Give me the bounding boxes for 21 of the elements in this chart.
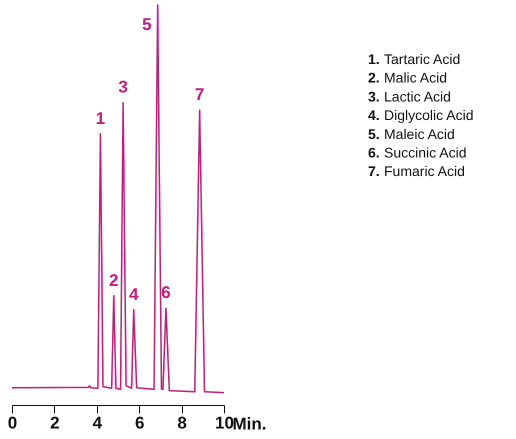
x-tick-label: 2 — [50, 414, 60, 432]
annotation: 4 — [128, 284, 139, 304]
x-tick-label: 8 — [177, 414, 187, 432]
x-tick-label: 10 — [215, 414, 234, 432]
annotation: 6 — [161, 283, 171, 302]
x-tick-label: 4 — [92, 414, 103, 432]
text: 4. Diglycolic Acid — [368, 107, 474, 124]
text: 2. Malic Acid — [368, 70, 448, 86]
text: 5. Maleic Acid — [368, 126, 455, 142]
x-tick-label: 0 — [8, 414, 18, 432]
x-axis-title: Min. — [232, 414, 266, 434]
annotation: 2 — [109, 270, 118, 290]
annotation: 1 — [96, 108, 106, 128]
text: 6. Succinic Acid — [368, 144, 466, 160]
text: 1. Tartaric Acid — [368, 51, 460, 67]
annotation: 5 — [142, 15, 152, 34]
text: 7. Fumaric Acid — [368, 163, 465, 180]
x-tick-label: 6 — [134, 414, 144, 432]
annotation: 7 — [194, 85, 204, 104]
text: 3. Lactic Acid — [368, 88, 451, 104]
annotation: 3 — [118, 78, 128, 97]
